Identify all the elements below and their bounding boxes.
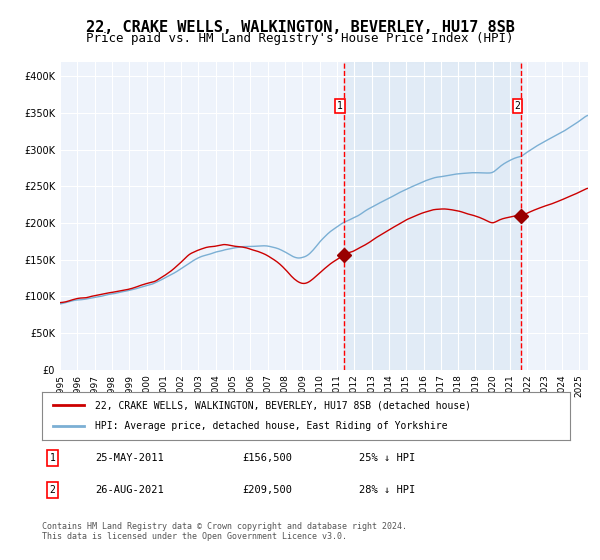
Text: 26-AUG-2021: 26-AUG-2021: [95, 485, 164, 494]
Text: 2: 2: [50, 485, 55, 494]
Text: 1: 1: [337, 101, 343, 111]
Text: 22, CRAKE WELLS, WALKINGTON, BEVERLEY, HU17 8SB: 22, CRAKE WELLS, WALKINGTON, BEVERLEY, H…: [86, 20, 514, 35]
Text: 25% ↓ HPI: 25% ↓ HPI: [359, 454, 415, 464]
Text: HPI: Average price, detached house, East Riding of Yorkshire: HPI: Average price, detached house, East…: [95, 421, 448, 431]
Text: 22, CRAKE WELLS, WALKINGTON, BEVERLEY, HU17 8SB (detached house): 22, CRAKE WELLS, WALKINGTON, BEVERLEY, H…: [95, 400, 471, 410]
Text: 2: 2: [515, 101, 520, 111]
Text: £209,500: £209,500: [242, 485, 293, 494]
Text: 28% ↓ HPI: 28% ↓ HPI: [359, 485, 415, 494]
Text: Contains HM Land Registry data © Crown copyright and database right 2024.
This d: Contains HM Land Registry data © Crown c…: [42, 522, 407, 542]
Text: £156,500: £156,500: [242, 454, 293, 464]
Text: Price paid vs. HM Land Registry's House Price Index (HPI): Price paid vs. HM Land Registry's House …: [86, 32, 514, 45]
Bar: [344, 62, 521, 370]
Text: 25-MAY-2011: 25-MAY-2011: [95, 454, 164, 464]
Text: 1: 1: [50, 454, 55, 464]
